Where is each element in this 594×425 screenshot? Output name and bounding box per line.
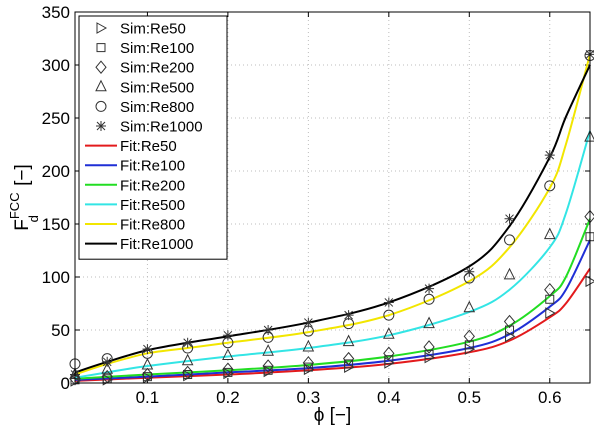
axis-ticks	[75, 11, 590, 384]
legend-marker-sim-re100	[96, 43, 106, 53]
legend-label-fit-re200: Fit:Re200	[120, 177, 185, 194]
sim-point-sim-re1000	[424, 283, 435, 294]
sim-point-sim-re100	[464, 340, 474, 350]
sim-point-sim-re100	[424, 349, 434, 359]
x-tick-label: 0.4	[377, 388, 401, 407]
sim-point-sim-re200	[141, 367, 154, 382]
fit-line-fit-re100	[74, 239, 591, 381]
legend: Sim:Re50 Sim:Re100 Sim:Re200 Sim:Re500 Sim:R…	[78, 15, 228, 260]
sim-point-sim-re500	[342, 334, 355, 347]
y-tick-label: 300	[42, 56, 70, 75]
sim-point-sim-re200	[182, 365, 194, 380]
sim-point-sim-re500	[463, 300, 476, 313]
sim-point-sim-re1000	[544, 150, 555, 161]
sim-point-sim-re200	[423, 340, 435, 354]
sim-point-sim-re500	[503, 267, 516, 280]
sim-point-sim-re100	[384, 355, 394, 365]
x-tick-label: 0.5	[457, 388, 481, 407]
sim-point-sim-re100	[344, 359, 354, 369]
legend-label-sim-re100: Sim:Re100	[120, 40, 194, 57]
legend-label-fit-re50: Fit:Re50	[120, 138, 177, 155]
legend-label-sim-re1000: Sim:Re1000	[120, 119, 203, 136]
y-tick-label: 0	[61, 374, 70, 393]
sim-point-sim-re1000	[263, 325, 274, 335]
y-axis-label-sup: FCC	[7, 192, 22, 219]
sim-point-sim-re1000	[142, 344, 153, 355]
legend-box	[78, 15, 228, 260]
y-tick-label: 250	[42, 109, 70, 128]
sim-point-sim-re1000	[182, 337, 193, 348]
y-tick-label: 150	[42, 215, 70, 234]
sim-point-sim-re800	[504, 234, 516, 246]
sim-point-sim-re500	[101, 362, 113, 374]
x-tick-label: 0.2	[216, 388, 240, 407]
sim-point-sim-re200	[544, 282, 556, 297]
y-axis-label-sub: d	[26, 215, 41, 222]
sim-point-sim-re100	[505, 325, 515, 335]
tick-labels: 0.1 0.2 0.3 0.4 0.5 0.6 0 50 100 150 200 250 300 350	[42, 3, 562, 407]
y-tick-label: 100	[42, 268, 70, 287]
legend-label-fit-re100: Fit:Re100	[120, 158, 185, 175]
sim-point-sim-re500	[423, 316, 435, 329]
legend-label-fit-re1000: Fit:Re1000	[120, 236, 193, 253]
sim-point-sim-re500	[543, 227, 556, 240]
sim-point-sim-re200	[262, 359, 274, 373]
legend-marker-sim-re200	[95, 60, 107, 74]
sim-point-sim-re200	[503, 314, 516, 329]
legend-label-sim-re200: Sim:Re200	[120, 60, 194, 77]
x-tick-label: 0.3	[297, 388, 321, 407]
sim-point-sim-re200	[342, 351, 355, 366]
x-axis-label: ϕ [−]	[314, 405, 352, 425]
sim-point-sim-re800	[544, 180, 556, 192]
sim-point-sim-re800	[383, 309, 395, 321]
legend-marker-sim-re50	[96, 22, 108, 34]
sim-point-sim-re500	[181, 353, 194, 366]
sim-point-sim-re1000	[343, 310, 354, 321]
sim-point-sim-re1000	[383, 297, 394, 308]
x-tick-label: 0.1	[136, 388, 160, 407]
x-tick-label: 0.6	[538, 388, 562, 407]
sim-point-sim-re500	[383, 327, 395, 339]
sim-point-sim-re500	[141, 357, 154, 370]
sim-point-sim-re200	[463, 329, 475, 344]
sim-point-sim-re100	[263, 365, 273, 375]
y-axis-label: FFCC d [−]	[7, 164, 41, 231]
sim-point-sim-re100	[303, 362, 313, 372]
sim-markers	[69, 49, 594, 387]
legend-marker-sim-re800	[95, 100, 107, 112]
y-axis-label-unit: [−]	[12, 164, 33, 191]
sim-point-sim-re500	[262, 344, 274, 356]
legend-label-sim-re50: Sim:Re50	[120, 21, 186, 38]
sim-point-sim-re1000	[102, 356, 113, 367]
plot-frame	[74, 11, 591, 384]
sim-point-sim-re200	[69, 371, 81, 386]
y-tick-label: 350	[42, 3, 70, 22]
sim-point-sim-re800	[423, 293, 435, 305]
sim-point-sim-re200	[222, 362, 234, 377]
fit-line-fit-re50	[74, 267, 591, 382]
sim-point-sim-re500	[222, 348, 234, 360]
legend-label-fit-re500: Fit:Re500	[120, 197, 185, 214]
sim-point-sim-re1000	[222, 330, 233, 341]
legend-marker-sim-re500	[95, 79, 107, 92]
fit-line-fit-re500	[74, 130, 591, 379]
sim-point-sim-re1000	[464, 266, 475, 277]
sim-point-sim-re50	[545, 307, 556, 319]
legend-marker-sim-re1000	[96, 121, 106, 131]
sim-point-sim-re200	[383, 346, 395, 361]
legend-label-fit-re800: Fit:Re800	[120, 217, 185, 234]
sim-point-sim-re500	[302, 339, 315, 352]
sim-point-sim-re100	[223, 367, 233, 377]
sim-point-sim-re1000	[504, 213, 515, 224]
legend-label-sim-re500: Sim:Re500	[120, 79, 194, 96]
y-tick-label: 200	[42, 162, 70, 181]
y-axis-label-main: F	[12, 219, 33, 231]
sim-point-sim-re200	[302, 356, 315, 370]
y-tick-label: 50	[51, 321, 70, 340]
sim-point-sim-re1000	[303, 317, 314, 328]
legend-label-sim-re800: Sim:Re800	[120, 99, 194, 116]
